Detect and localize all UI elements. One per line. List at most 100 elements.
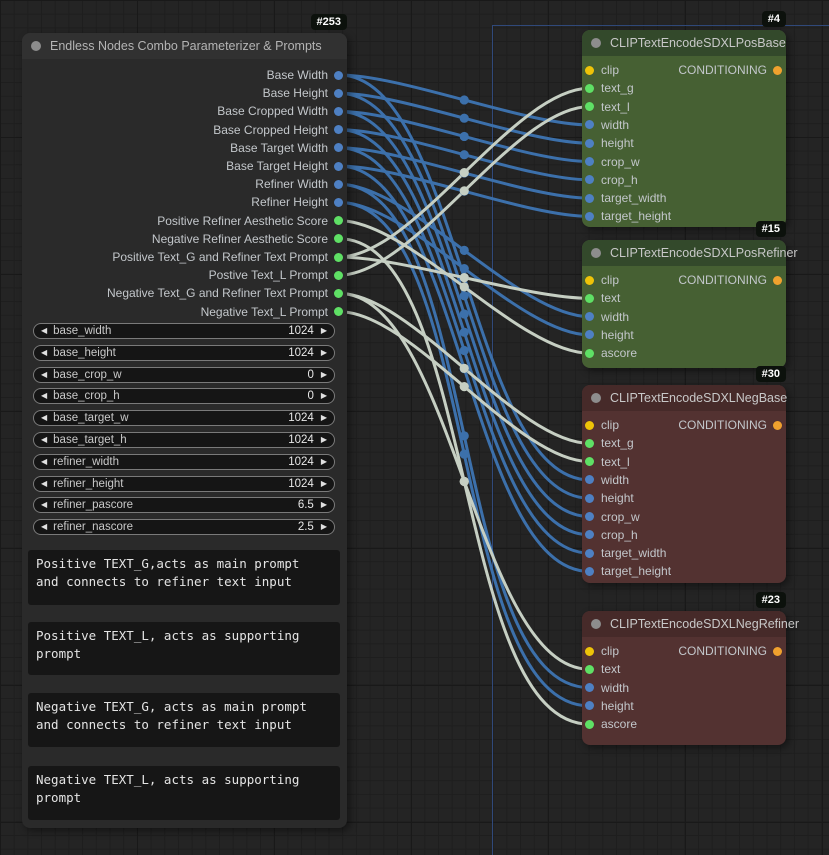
widget-base_width[interactable]: ◀ base_width 1024 ▶ xyxy=(33,323,335,339)
node-titlebar[interactable]: CLIPTextEncodeSDXLNegRefiner xyxy=(582,611,799,637)
increment-arrow-icon[interactable]: ▶ xyxy=(320,522,327,532)
increment-arrow-icon[interactable]: ▶ xyxy=(320,500,327,510)
increment-arrow-icon[interactable]: ▶ xyxy=(320,456,327,466)
decrement-arrow-icon[interactable]: ◀ xyxy=(41,478,48,488)
increment-arrow-icon[interactable]: ▶ xyxy=(320,347,327,357)
wire-midpoint-dot[interactable] xyxy=(459,131,469,142)
input-port[interactable] xyxy=(585,438,594,448)
collapse-dot-icon[interactable] xyxy=(31,41,41,51)
input-port[interactable] xyxy=(585,701,594,711)
widget-base_target_h[interactable]: ◀ base_target_h 1024 ▶ xyxy=(33,432,335,448)
input-port[interactable] xyxy=(585,646,594,656)
decrement-arrow-icon[interactable]: ◀ xyxy=(41,435,48,444)
output-port[interactable] xyxy=(334,125,343,135)
prompt-textarea[interactable]: Negative TEXT_G, acts as main prompt and… xyxy=(28,693,340,747)
wire-midpoint-dot[interactable] xyxy=(459,363,469,373)
wire-midpoint-dot[interactable] xyxy=(459,382,469,392)
output-port[interactable] xyxy=(773,65,782,75)
wire-midpoint-dot[interactable] xyxy=(459,273,469,283)
output-port[interactable] xyxy=(334,216,343,226)
input-port[interactable] xyxy=(585,157,594,166)
output-port[interactable] xyxy=(334,143,343,153)
increment-arrow-icon[interactable]: ▶ xyxy=(320,413,327,423)
input-port[interactable] xyxy=(585,566,594,576)
wire-midpoint-dot[interactable] xyxy=(459,282,469,292)
wire-midpoint-dot[interactable] xyxy=(459,245,469,255)
input-port[interactable] xyxy=(585,65,594,75)
widget-base_crop_w[interactable]: ◀ base_crop_w 0 ▶ xyxy=(33,366,335,383)
node-titlebar[interactable]: CLIPTextEncodeSDXLPosBase xyxy=(582,30,786,56)
decrement-arrow-icon[interactable]: ◀ xyxy=(41,456,48,466)
collapse-dot-icon[interactable] xyxy=(591,619,601,629)
output-port[interactable] xyxy=(334,106,343,116)
wire-midpoint-dot[interactable] xyxy=(459,291,469,301)
input-port[interactable] xyxy=(585,420,594,430)
collapse-dot-icon[interactable] xyxy=(591,38,601,48)
widget-base_crop_h[interactable]: ◀ base_crop_h 0 ▶ xyxy=(33,388,335,405)
wire-midpoint-dot[interactable] xyxy=(459,95,469,105)
node-neg-base[interactable]: #30 CLIPTextEncodeSDXLNegBase clip CONDITIO… xyxy=(582,366,787,583)
decrement-arrow-icon[interactable]: ◀ xyxy=(41,413,48,423)
widget-refiner_height[interactable]: ◀ refiner_height 1024 ▶ xyxy=(33,475,335,492)
output-port[interactable] xyxy=(334,307,343,317)
wire-midpoint-dot[interactable] xyxy=(459,345,469,356)
output-port[interactable] xyxy=(334,70,343,80)
wire-midpoint-dot[interactable] xyxy=(459,113,469,123)
input-port[interactable] xyxy=(585,493,594,503)
input-port[interactable] xyxy=(585,348,594,358)
decrement-arrow-icon[interactable]: ◀ xyxy=(41,347,48,357)
widget-base_target_w[interactable]: ◀ base_target_w 1024 ▶ xyxy=(33,410,335,427)
prompt-textarea[interactable]: Positive TEXT_G,acts as main prompt and … xyxy=(28,550,340,605)
wire-midpoint-dot[interactable] xyxy=(459,476,469,486)
node-neg-refiner[interactable]: #23 CLIPTextEncodeSDXLNegRefiner clip CONDI… xyxy=(582,592,799,745)
input-port[interactable] xyxy=(585,330,594,340)
wire-midpoint-dot[interactable] xyxy=(459,150,469,160)
increment-arrow-icon[interactable]: ▶ xyxy=(320,369,327,379)
wire-midpoint-dot[interactable] xyxy=(459,327,469,337)
input-port[interactable] xyxy=(585,719,594,729)
wire-midpoint-dot[interactable] xyxy=(459,264,469,274)
input-port[interactable] xyxy=(585,548,594,558)
output-port[interactable] xyxy=(334,234,343,244)
collapse-dot-icon[interactable] xyxy=(591,248,601,258)
input-port[interactable] xyxy=(585,312,594,322)
widget-base_height[interactable]: ◀ base_height 1024 ▶ xyxy=(33,344,335,361)
node-titlebar[interactable]: Endless Nodes Combo Parameterizer & Prom… xyxy=(22,33,347,59)
decrement-arrow-icon[interactable]: ◀ xyxy=(41,522,48,532)
node-titlebar[interactable]: CLIPTextEncodeSDXLPosRefiner xyxy=(582,240,798,266)
increment-arrow-icon[interactable]: ▶ xyxy=(320,391,327,401)
input-port[interactable] xyxy=(585,512,594,521)
input-port[interactable] xyxy=(585,530,594,540)
node-pos-refiner[interactable]: #15 CLIPTextEncodeSDXLPosRefiner clip CONDI… xyxy=(582,221,798,368)
wire-midpoint-dot[interactable] xyxy=(459,186,469,196)
wire-midpoint-dot[interactable] xyxy=(459,168,469,178)
input-port[interactable] xyxy=(585,102,594,112)
output-port[interactable] xyxy=(334,288,343,298)
increment-arrow-icon[interactable]: ▶ xyxy=(320,478,327,488)
widget-refiner_pascore[interactable]: ◀ refiner_pascore 6.5 ▶ xyxy=(33,497,335,514)
prompt-textarea[interactable]: Negative TEXT_L, acts as supporting prom… xyxy=(28,766,340,820)
widget-refiner_width[interactable]: ◀ refiner_width 1024 ▶ xyxy=(33,453,335,470)
input-port[interactable] xyxy=(585,211,594,221)
node-titlebar[interactable]: CLIPTextEncodeSDXLNegBase xyxy=(582,385,787,411)
output-port[interactable] xyxy=(334,197,343,207)
decrement-arrow-icon[interactable]: ◀ xyxy=(41,326,48,335)
increment-arrow-icon[interactable]: ▶ xyxy=(320,326,327,335)
decrement-arrow-icon[interactable]: ◀ xyxy=(41,500,48,510)
input-port[interactable] xyxy=(585,120,594,130)
input-port[interactable] xyxy=(585,193,594,203)
widget-refiner_nascore[interactable]: ◀ refiner_nascore 2.5 ▶ xyxy=(33,519,335,536)
input-port[interactable] xyxy=(585,683,594,693)
input-port[interactable] xyxy=(585,457,594,467)
group-outline[interactable] xyxy=(492,25,829,855)
decrement-arrow-icon[interactable]: ◀ xyxy=(41,391,48,401)
input-port[interactable] xyxy=(585,83,594,93)
input-port[interactable] xyxy=(585,475,594,485)
input-port[interactable] xyxy=(585,293,594,303)
output-port[interactable] xyxy=(334,88,343,98)
increment-arrow-icon[interactable]: ▶ xyxy=(320,435,327,444)
node-pos-base[interactable]: #4 CLIPTextEncodeSDXLPosBase clip CONDITION… xyxy=(582,11,786,227)
node-parameterizer[interactable]: #253 Endless Nodes Combo Parameterizer & … xyxy=(22,14,347,828)
output-port[interactable] xyxy=(773,420,782,430)
